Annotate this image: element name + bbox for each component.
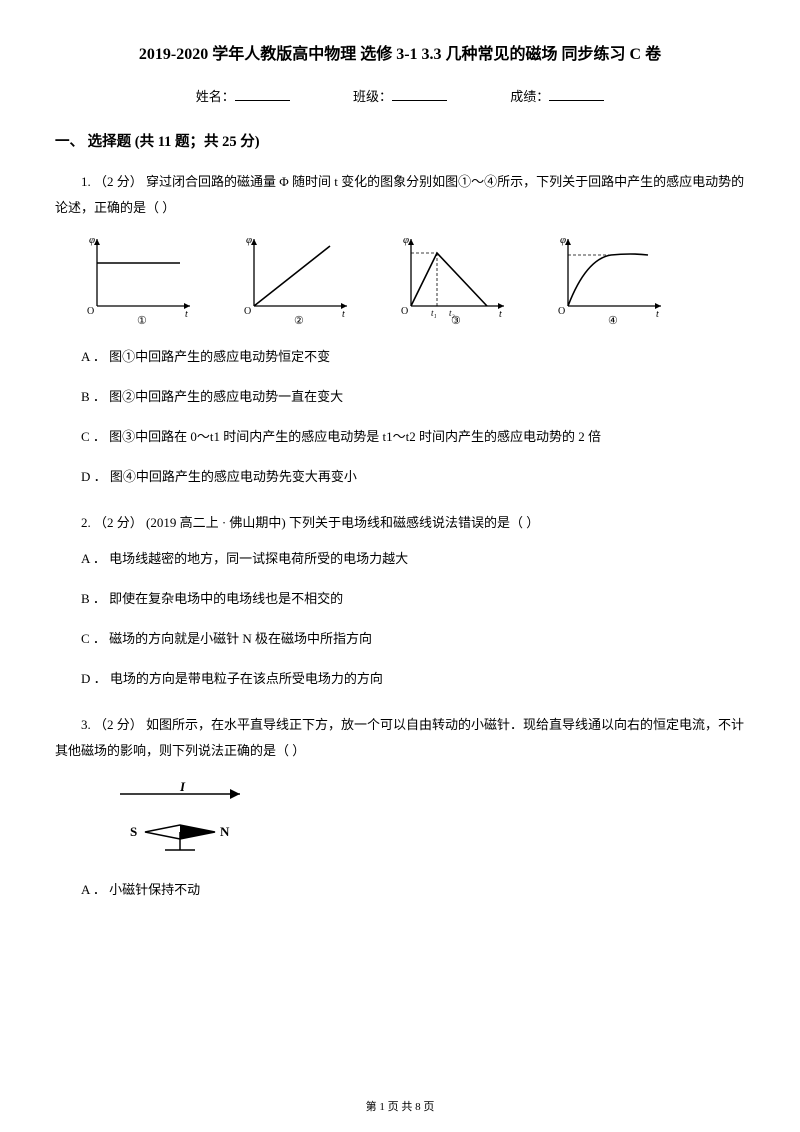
q3-figure: I S N bbox=[110, 780, 260, 858]
q1-stem: 1. （2 分） 穿过闭合回路的磁通量 Φ 随时间 t 变化的图象分别如图①～④… bbox=[55, 169, 745, 221]
q1-option-d: D ． 图④中回路产生的感应电动势先变大再变小 bbox=[55, 464, 745, 490]
score-label: 成绩： bbox=[510, 89, 549, 104]
score-blank bbox=[549, 100, 604, 101]
name-label: 姓名： bbox=[196, 89, 235, 104]
q1-option-a: A ． 图①中回路产生的感应电动势恒定不变 bbox=[55, 344, 745, 370]
svg-text:t: t bbox=[185, 309, 188, 320]
svg-text:O: O bbox=[244, 306, 251, 317]
graph2-label: ② bbox=[294, 315, 304, 326]
svg-text:φ: φ bbox=[560, 234, 566, 246]
svg-text:φ: φ bbox=[403, 234, 409, 246]
q2-stem: 2. （2 分） (2019 高二上 · 佛山期中) 下列关于电场线和磁感线说法… bbox=[55, 510, 745, 536]
page-footer: 第 1 页 共 8 页 bbox=[0, 1098, 800, 1114]
q2-option-a: A ． 电场线越密的地方，同一试探电荷所受的电场力越大 bbox=[55, 546, 745, 572]
svg-text:S: S bbox=[130, 824, 137, 839]
graph-2: φ O t ② bbox=[242, 231, 357, 326]
graph-1: φ O t ① bbox=[85, 231, 200, 326]
q3-stem: 3. （2 分） 如图所示，在水平直导线正下方，放一个可以自由转动的小磁针．现给… bbox=[55, 712, 745, 764]
page-title: 2019-2020 学年人教版高中物理 选修 3-1 3.3 几种常见的磁场 同… bbox=[55, 40, 745, 64]
svg-text:N: N bbox=[220, 824, 230, 839]
graph1-label: ① bbox=[137, 315, 147, 326]
class-blank bbox=[392, 100, 447, 101]
q1-option-c: C ． 图③中回路在 0～t1 时间内产生的感应电动势是 t1～t2 时间内产生… bbox=[55, 424, 745, 450]
svg-text:φ: φ bbox=[89, 234, 95, 246]
svg-text:t₁: t₁ bbox=[431, 308, 437, 318]
graph-3: φ O t₁ t₂ t ③ bbox=[399, 231, 514, 326]
svg-text:O: O bbox=[558, 306, 565, 317]
q2-option-b: B ． 即使在复杂电场中的电场线也是不相交的 bbox=[55, 586, 745, 612]
graph-4: φ O t ④ bbox=[556, 231, 671, 326]
section-heading: 一、 选择题 (共 11 题；共 25 分) bbox=[55, 130, 745, 151]
info-line: 姓名： 班级： 成绩： bbox=[55, 86, 745, 105]
svg-text:t: t bbox=[342, 309, 345, 320]
svg-text:t: t bbox=[656, 309, 659, 320]
svg-text:φ: φ bbox=[246, 234, 252, 246]
q3-option-a: A ． 小磁针保持不动 bbox=[55, 877, 745, 903]
svg-text:O: O bbox=[401, 306, 408, 317]
q2-option-c: C ． 磁场的方向就是小磁针 N 极在磁场中所指方向 bbox=[55, 626, 745, 652]
name-blank bbox=[235, 100, 290, 101]
graph4-label: ④ bbox=[608, 315, 618, 326]
q2-option-d: D ． 电场的方向是带电粒子在该点所受电场力的方向 bbox=[55, 666, 745, 692]
q1-graphs: φ O t ① φ O t ② φ O t₁ t₂ t ③ bbox=[85, 231, 745, 326]
svg-text:O: O bbox=[87, 306, 94, 317]
svg-text:I: I bbox=[179, 780, 186, 794]
q1-option-b: B ． 图②中回路产生的感应电动势一直在变大 bbox=[55, 384, 745, 410]
class-label: 班级： bbox=[353, 89, 392, 104]
graph3-label: ③ bbox=[451, 315, 461, 326]
svg-text:t: t bbox=[499, 309, 502, 320]
